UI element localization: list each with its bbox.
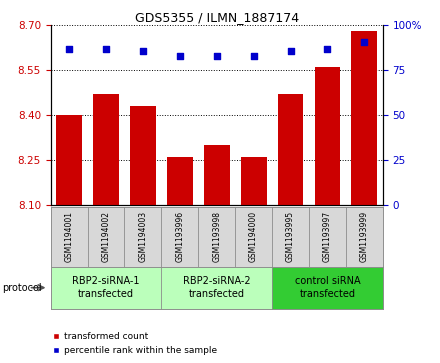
Text: GSM1194002: GSM1194002 — [102, 211, 110, 262]
Bar — [204, 145, 230, 205]
Text: RBP2-siRNA-1
transfected: RBP2-siRNA-1 transfected — [72, 277, 140, 299]
Bar — [130, 106, 156, 205]
Legend: transformed count, percentile rank within the sample: transformed count, percentile rank withi… — [48, 329, 220, 359]
Point — [66, 46, 73, 52]
Point — [176, 53, 183, 59]
Text: GSM1193996: GSM1193996 — [175, 211, 184, 262]
Point — [324, 46, 331, 52]
Bar — [241, 157, 267, 205]
Bar — [93, 94, 119, 205]
Point — [103, 46, 110, 52]
Text: GSM1194003: GSM1194003 — [138, 211, 147, 262]
Bar — [198, 207, 235, 267]
Text: GSM1194001: GSM1194001 — [65, 211, 73, 262]
Point — [139, 48, 147, 53]
Text: GSM1193998: GSM1193998 — [212, 211, 221, 262]
Bar — [167, 157, 193, 205]
Text: RBP2-siRNA-2
transfected: RBP2-siRNA-2 transfected — [183, 277, 250, 299]
Bar — [346, 207, 383, 267]
Text: protocol: protocol — [2, 283, 42, 293]
Bar — [125, 207, 161, 267]
Point — [250, 53, 257, 59]
Bar — [88, 207, 125, 267]
Bar — [161, 207, 198, 267]
Bar — [278, 94, 304, 205]
Bar — [352, 31, 377, 205]
Bar — [161, 267, 272, 309]
Point — [287, 48, 294, 53]
Bar — [235, 207, 272, 267]
Text: control siRNA
transfected: control siRNA transfected — [295, 277, 360, 299]
Bar — [315, 67, 341, 205]
Bar — [51, 207, 88, 267]
Text: GSM1194000: GSM1194000 — [249, 211, 258, 262]
Text: GSM1193995: GSM1193995 — [286, 211, 295, 262]
Point — [361, 39, 368, 45]
Text: GSM1193997: GSM1193997 — [323, 211, 332, 262]
Bar — [51, 267, 161, 309]
Title: GDS5355 / ILMN_1887174: GDS5355 / ILMN_1887174 — [135, 11, 299, 24]
Bar — [272, 267, 383, 309]
Point — [213, 53, 220, 59]
Bar — [56, 115, 82, 205]
Bar — [272, 207, 309, 267]
Bar — [309, 207, 346, 267]
Text: GSM1193999: GSM1193999 — [360, 211, 369, 262]
